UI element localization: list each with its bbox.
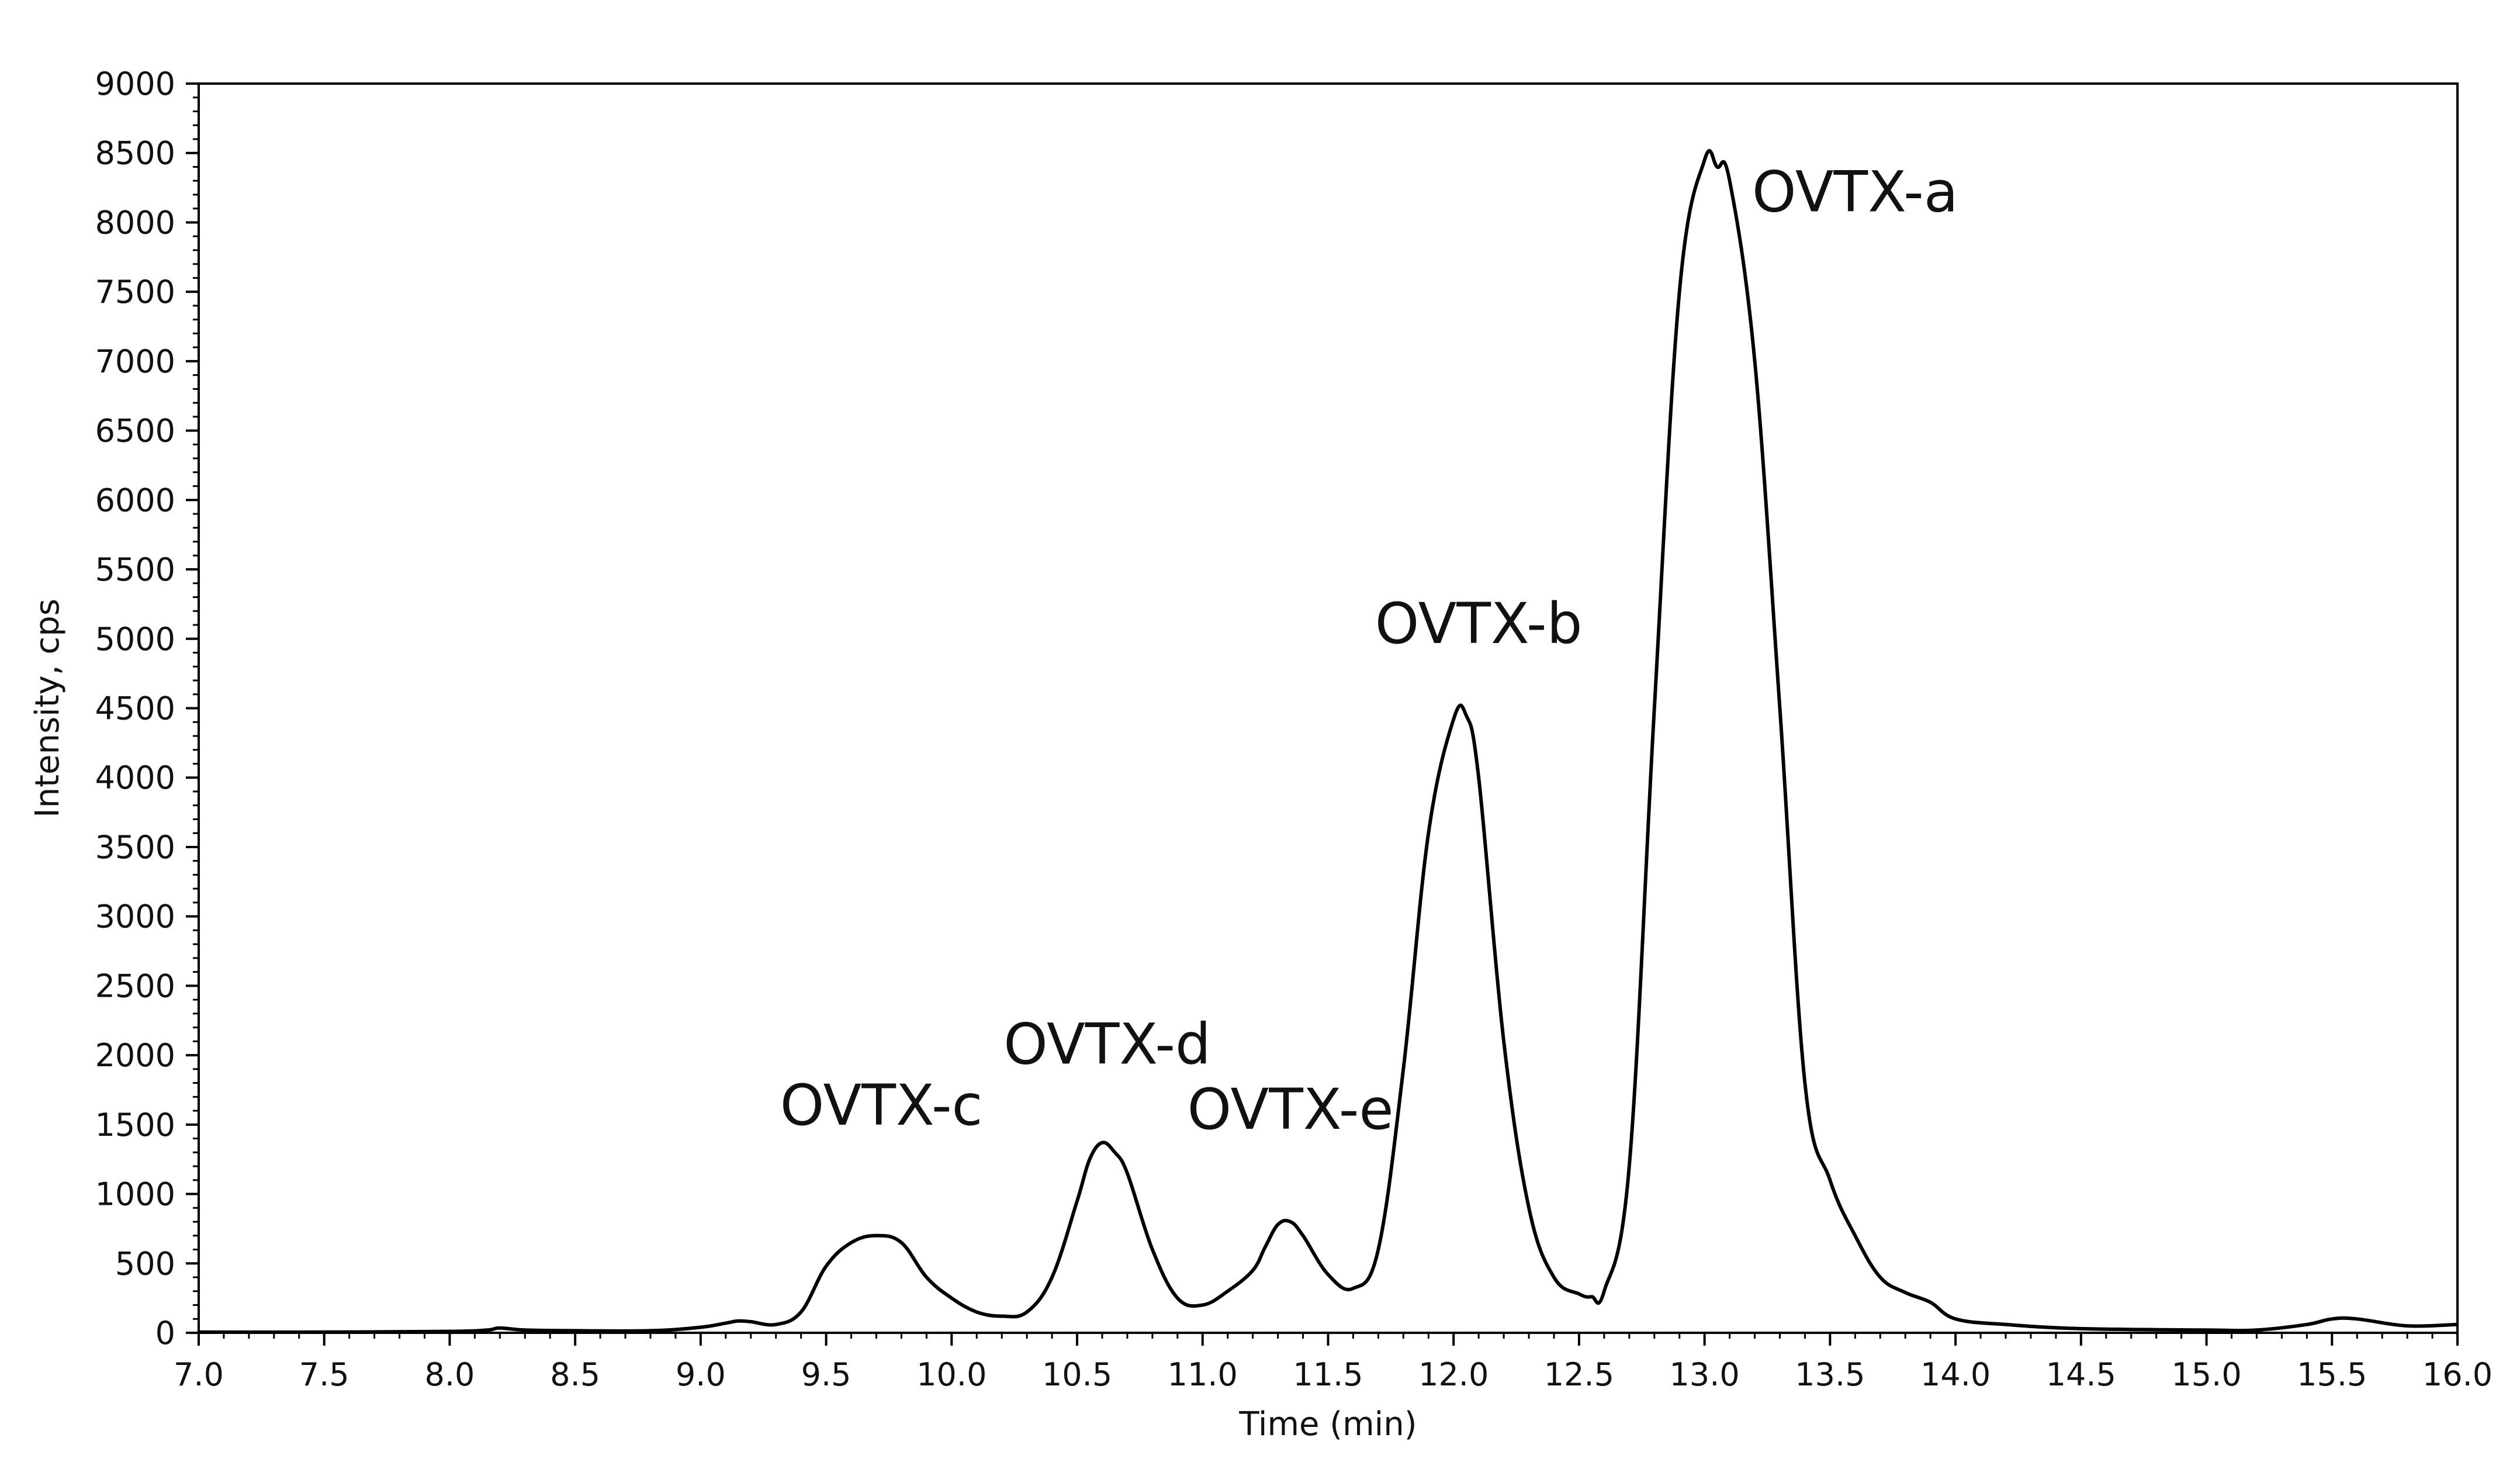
peak-label: OVTX-a	[1752, 159, 1958, 224]
x-tick-label: 13.5	[1795, 1356, 1865, 1393]
y-tick-label: 1500	[95, 1107, 175, 1143]
y-tick-label: 6000	[95, 482, 175, 519]
y-tick-label: 2500	[95, 967, 175, 1004]
y-tick-label: 3500	[95, 829, 175, 866]
series-line-0	[198, 148, 2458, 1334]
x-tick-label: 10.5	[1042, 1356, 1112, 1393]
y-tick-label: 0	[155, 1315, 175, 1352]
y-tick-label: 2000	[95, 1037, 175, 1074]
y-tick-label: 500	[115, 1245, 175, 1282]
y-tick-label: 9000	[95, 65, 175, 102]
y-tick-label: 3000	[95, 898, 175, 935]
x-axis-title: Time (min)	[1238, 1405, 1417, 1443]
x-tick-label: 13.0	[1670, 1356, 1740, 1393]
peak-label: OVTX-d	[1003, 1011, 1211, 1077]
x-tick-label: 8.0	[424, 1356, 475, 1393]
x-tick-label: 16.0	[2422, 1356, 2493, 1393]
x-tick-label: 11.0	[1168, 1356, 1238, 1393]
y-tick-label: 6500	[95, 413, 175, 450]
x-tick-label: 9.0	[676, 1356, 726, 1393]
y-tick-label: 8500	[95, 135, 175, 172]
y-tick-label: 4500	[95, 690, 175, 727]
x-tick-label: 12.0	[1418, 1356, 1489, 1393]
x-tick-label: 14.5	[2046, 1356, 2116, 1393]
y-tick-label: 7500	[95, 274, 175, 310]
x-tick-label: 12.5	[1544, 1356, 1614, 1393]
peak-label: OVTX-c	[780, 1073, 983, 1138]
y-axis-title: Intensity, cps	[29, 599, 67, 818]
plot-frame	[198, 82, 2459, 1334]
x-tick-label: 15.5	[2297, 1356, 2367, 1393]
x-tick-label: 14.0	[1920, 1356, 1991, 1393]
x-tick-label: 11.5	[1293, 1356, 1363, 1393]
y-tick-label: 5500	[95, 551, 175, 588]
x-tick-label: 9.5	[801, 1356, 851, 1393]
series-layer	[198, 148, 2458, 1334]
y-tick-label: 8000	[95, 204, 175, 241]
y-tick-label: 7000	[95, 343, 175, 380]
y-tick-label: 4000	[95, 759, 175, 796]
axes-layer: 7.0 7.5 8.0 8.5 9.0 9.5 10.0 10.5 11.0 11.5 12.0 12…	[95, 65, 2493, 1393]
x-tick-label: 10.0	[916, 1356, 986, 1393]
x-tick-label: 8.5	[550, 1356, 600, 1393]
x-tick-label: 7.5	[299, 1356, 349, 1393]
y-tick-label: 1000	[95, 1176, 175, 1213]
y-tick-label: 5000	[95, 621, 175, 658]
x-tick-label: 15.0	[2171, 1356, 2241, 1393]
x-tick-label: 7.0	[174, 1356, 224, 1393]
peak-label: OVTX-e	[1188, 1077, 1394, 1142]
peak-label: OVTX-b	[1375, 591, 1583, 656]
